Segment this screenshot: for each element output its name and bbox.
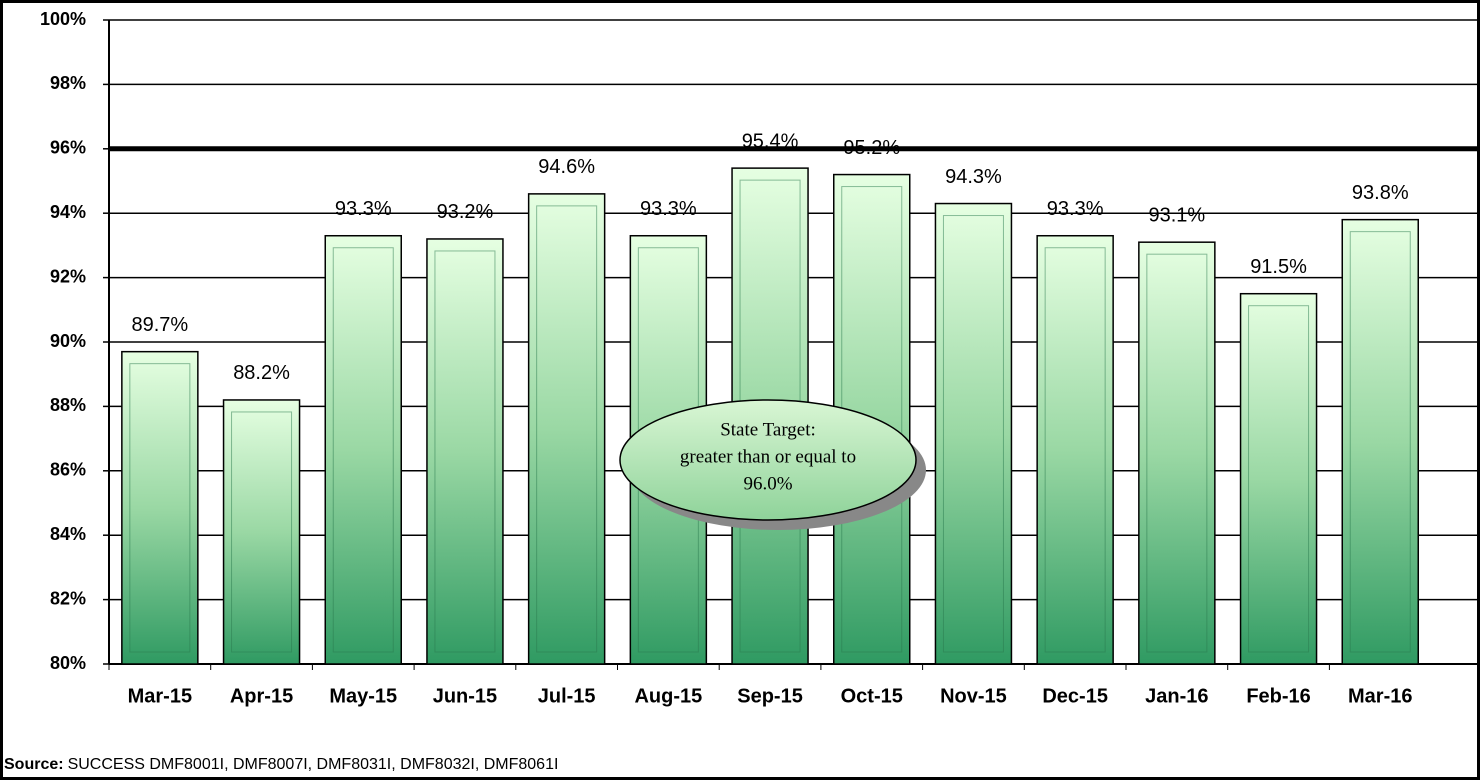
value-label: 93.3% xyxy=(335,198,392,220)
source-text: SUCCESS DMF8001I, DMF8007I, DMF8031I, DM… xyxy=(68,756,559,773)
bar-bevel xyxy=(1248,305,1310,653)
x-tick-label: Mar-15 xyxy=(128,685,192,707)
y-tick-label: 88% xyxy=(50,395,86,415)
x-tick-label: Dec-15 xyxy=(1042,685,1108,707)
bar xyxy=(527,193,606,665)
y-tick-label: 84% xyxy=(50,524,86,544)
annotation-bubble xyxy=(619,399,917,521)
bar xyxy=(222,399,301,665)
y-tick-label: 92% xyxy=(50,266,86,286)
bar xyxy=(934,202,1013,665)
bar-bevel xyxy=(1044,247,1106,653)
bar xyxy=(1341,218,1419,665)
bar xyxy=(324,234,402,665)
y-tick-label: 96% xyxy=(50,138,86,158)
x-tick-label: Oct-15 xyxy=(841,685,903,707)
bar-bevel xyxy=(1349,231,1411,653)
y-tick-label: 90% xyxy=(50,331,86,351)
value-label: 93.3% xyxy=(640,198,697,220)
annotation-text: 96.0% xyxy=(743,473,792,494)
value-label: 94.6% xyxy=(538,156,595,178)
value-label: 93.1% xyxy=(1148,204,1205,226)
y-tick-label: 80% xyxy=(50,653,86,673)
value-label: 93.2% xyxy=(437,201,494,223)
x-tick-label: Jan-16 xyxy=(1145,685,1208,707)
x-tick-label: Feb-16 xyxy=(1246,685,1310,707)
annotation-text: greater than or equal to xyxy=(680,446,856,467)
x-tick-label: Jul-15 xyxy=(538,685,596,707)
value-label: 89.7% xyxy=(131,314,188,336)
annotation: State Target: greater than or equal to 9… xyxy=(619,399,926,530)
y-tick-label: 86% xyxy=(50,460,86,480)
x-tick-label: Jun-15 xyxy=(433,685,497,707)
value-label: 95.4% xyxy=(742,130,799,152)
annotation-text: State Target: xyxy=(720,419,816,440)
source: Source: SUCCESS DMF8001I, DMF8007I, DMF80… xyxy=(4,756,558,773)
y-tick-label: 82% xyxy=(50,588,86,608)
bar-bevel xyxy=(536,205,598,653)
value-label: 95.2% xyxy=(843,137,900,159)
source-label: Source: xyxy=(4,756,64,773)
x-tick-label: Nov-15 xyxy=(940,685,1007,707)
x-tick-label: Apr-15 xyxy=(230,685,293,707)
value-label: 93.3% xyxy=(1047,198,1104,220)
value-label: 94.3% xyxy=(945,166,1002,188)
bar-bevel xyxy=(231,411,293,653)
bar xyxy=(1138,241,1216,665)
bar-bevel xyxy=(129,363,191,653)
value-label: 91.5% xyxy=(1250,256,1307,278)
bar-bevel xyxy=(1146,253,1208,653)
y-tick-label: 94% xyxy=(50,202,86,222)
y-tick-label: 98% xyxy=(50,73,86,93)
bar-bevel xyxy=(942,215,1004,653)
y-tick-label: 100% xyxy=(40,9,86,29)
x-tick-label: Sep-15 xyxy=(737,685,803,707)
x-tick-label: May-15 xyxy=(329,685,397,707)
x-tick-label: Mar-16 xyxy=(1348,685,1412,707)
bar-bevel xyxy=(434,250,496,653)
value-label: 88.2% xyxy=(233,362,290,384)
bar xyxy=(426,238,504,665)
value-label: 93.8% xyxy=(1352,182,1409,204)
bar xyxy=(1036,234,1114,665)
bar-bevel xyxy=(332,247,394,653)
bar xyxy=(1239,292,1318,665)
bar xyxy=(121,350,199,665)
x-tick-label: Aug-15 xyxy=(634,685,702,707)
